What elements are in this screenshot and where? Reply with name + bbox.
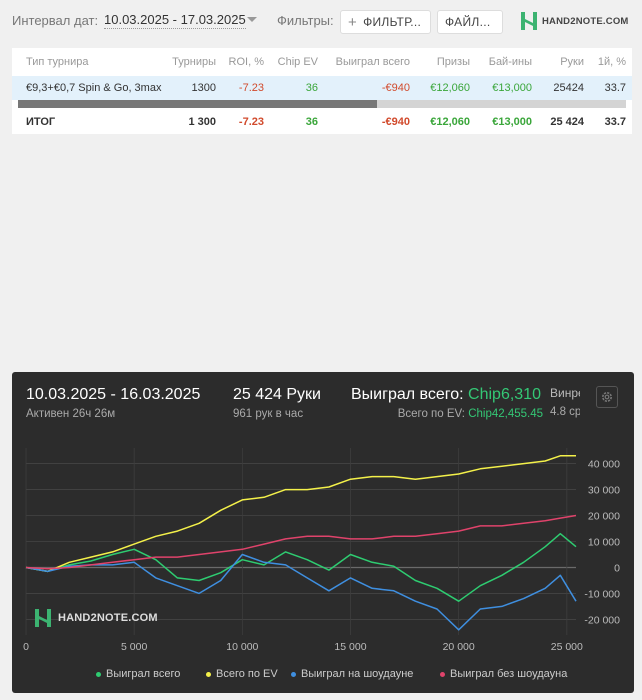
y-tick-label: 20 000 — [588, 511, 620, 523]
column-header-buyins[interactable]: Бай-ины — [488, 56, 532, 68]
y-tick-label: 40 000 — [588, 459, 620, 471]
gear-icon[interactable] — [596, 386, 618, 408]
filters-label: Фильтры: — [277, 13, 334, 28]
legend-label-won-showdown: Выиграл на шоудауне — [301, 668, 414, 680]
legend-won-showdown[interactable]: Выиграл на шоудауне — [291, 668, 413, 680]
total-roi: -7.23 — [238, 116, 264, 128]
legend-dot-ev-total — [206, 671, 211, 677]
add-filter-button-label: ФИЛЬТР... — [363, 15, 422, 29]
x-tick-label: 10 000 — [226, 641, 258, 653]
table-total-row: ИТОГ 1 300 -7.23 36 -€940 €12,060 €13,00… — [12, 110, 632, 134]
series-line-won-total — [25, 532, 577, 602]
graph-panel: 10.03.2025 - 16.03.2025 Активен 26ч 26м … — [12, 372, 634, 693]
cell-won-total: -€940 — [381, 82, 410, 94]
tick-layer: 40 000 30 000 20 000 10 000 0 -10 000 -20 000 0… — [23, 459, 620, 653]
file-button-label: ФАЙЛ... — [445, 15, 491, 29]
file-button[interactable]: ФАЙЛ... — [437, 10, 503, 34]
table-row[interactable]: €9,3+€0,7 Spin & Go, 3max 1300 -7.23 36 … — [12, 76, 632, 100]
total-prizes: €12,060 — [430, 116, 470, 128]
column-header-won-total[interactable]: Выиграл всего — [335, 56, 410, 68]
tournament-table: Тип турнира Турниры ROI, % Chip EV Выигр… — [12, 48, 632, 134]
hand2note-logo-text: HAND2NOTE.COM — [542, 15, 629, 27]
y-tick-label: -20 000 — [584, 614, 620, 626]
winrate-stat-clipped: Винре 4.8 ср — [550, 386, 580, 426]
series-line-ev-total — [25, 455, 576, 573]
y-tick-label: 10 000 — [588, 537, 620, 549]
won-total-label: Выиграл всего: — [351, 386, 464, 403]
total-chip-ev: 36 — [305, 116, 318, 128]
x-tick-label: 5 000 — [121, 641, 147, 653]
ev-total-stat: Всего по EV: Chip42,455.45 — [398, 408, 543, 420]
column-header-prizes[interactable]: Призы — [436, 56, 470, 68]
plus-icon: + — [348, 13, 358, 31]
chevron-down-icon[interactable] — [247, 17, 257, 22]
total-type: ИТОГ — [26, 116, 56, 128]
cell-hands: 25424 — [553, 82, 584, 94]
winrate-sub: 4.8 ср — [550, 406, 580, 418]
cell-roi: -7.23 — [238, 82, 264, 94]
cell-first-place: 33.7 — [604, 82, 626, 94]
ev-total-label: Всего по EV: — [397, 408, 465, 420]
y-tick-label: 0 — [614, 562, 620, 574]
won-total-value: Chip6,310 — [468, 386, 541, 403]
session-date-range: 10.03.2025 - 16.03.2025 — [26, 386, 201, 403]
series-line-won-non-showdown — [25, 514, 577, 570]
filter-bar: Интервал дат: 10.03.2025 - 17.03.2025 Фи… — [0, 0, 642, 44]
add-filter-button[interactable]: + ФИЛЬТР... — [340, 10, 431, 34]
hand2note-logo: HAND2NOTE.COM — [520, 11, 629, 31]
total-hands: 25 424 — [550, 116, 584, 128]
gear-icon-svg — [602, 392, 612, 402]
column-header-roi[interactable]: ROI, % — [228, 56, 264, 68]
x-tick-label: 15 000 — [334, 641, 366, 653]
legend-won-total[interactable]: Выиграл всего — [96, 668, 180, 680]
date-interval-dropdown[interactable]: 10.03.2025 - 17.03.2025 — [104, 12, 246, 29]
total-tournaments: 1 300 — [188, 116, 216, 128]
cell-buyins: €13,000 — [492, 82, 532, 94]
y-tick-label: 30 000 — [588, 485, 620, 497]
hand2note-logo-icon — [521, 12, 537, 30]
table-header-row: Тип турнира Турниры ROI, % Chip EV Выигр… — [12, 50, 632, 74]
scrollbar-thumb[interactable] — [18, 100, 377, 108]
hands-count: 25 424 Руки — [233, 386, 321, 403]
total-buyins: €13,000 — [492, 116, 532, 128]
legend-label-won-total: Выиграл всего — [106, 668, 181, 680]
legend-won-non-showdown[interactable]: Выиграл без шоудауна — [440, 668, 567, 680]
column-header-type[interactable]: Тип турнира — [26, 56, 89, 68]
watermark-text: HAND2NOTE.COM — [58, 612, 158, 624]
column-header-chip-ev[interactable]: Chip EV — [277, 56, 318, 68]
legend-label-ev-total: Всего по EV — [216, 668, 278, 680]
watermark-logo-icon — [35, 609, 51, 627]
x-tick-label: 0 — [23, 641, 29, 653]
cell-type: €9,3+€0,7 Spin & Go, 3max — [26, 82, 162, 94]
legend-dot-won-showdown — [291, 671, 296, 677]
winrate-title: Винре — [550, 386, 580, 400]
hands-per-hour: 961 рук в час — [233, 408, 304, 420]
cell-chip-ev: 36 — [305, 82, 318, 94]
ev-total-value: Chip42,455.45 — [468, 408, 543, 420]
y-tick-label: -10 000 — [584, 588, 620, 600]
profit-graph: 40 000 30 000 20 000 10 000 0 -10 000 -20 000 0… — [23, 448, 620, 653]
series-layer — [25, 455, 577, 631]
legend-dot-won-non-showdown — [440, 671, 445, 677]
grid-layer — [25, 448, 576, 635]
column-header-first-place[interactable]: 1й, % — [597, 56, 626, 68]
cell-prizes: €12,060 — [430, 82, 470, 94]
date-interval-label: Интервал дат: — [12, 13, 99, 28]
column-header-hands[interactable]: Руки — [560, 56, 584, 68]
legend-ev-total[interactable]: Всего по EV — [206, 668, 278, 680]
horizontal-scrollbar[interactable] — [18, 100, 626, 108]
total-first-place: 33.7 — [604, 116, 626, 128]
won-total-stat: Выиграл всего: Chip6,310 — [351, 386, 541, 404]
total-won-total: -€940 — [381, 116, 410, 128]
x-tick-label: 20 000 — [443, 641, 475, 653]
legend-dot-won-total — [96, 671, 101, 677]
column-header-tournaments[interactable]: Турниры — [172, 56, 216, 68]
legend-label-won-non-showdown: Выиграл без шоудауна — [450, 668, 568, 680]
graph-watermark: HAND2NOTE.COM — [34, 608, 158, 628]
x-tick-label: 25 000 — [551, 641, 583, 653]
active-time: Активен 26ч 26м — [26, 408, 116, 420]
cell-tournaments: 1300 — [191, 82, 216, 94]
series-line-won-showdown — [25, 553, 577, 631]
